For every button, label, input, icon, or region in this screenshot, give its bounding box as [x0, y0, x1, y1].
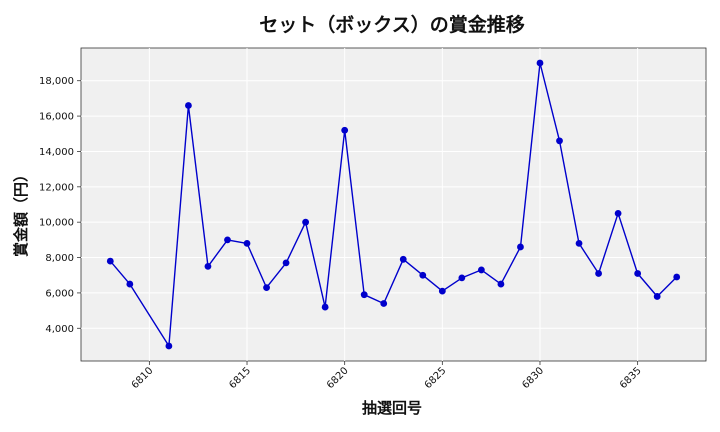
y-tick-label: 12,000 — [39, 182, 74, 193]
data-point — [360, 291, 368, 299]
data-point — [204, 262, 212, 270]
data-point — [126, 280, 134, 288]
y-tick-label: 8,000 — [45, 253, 74, 264]
data-point — [302, 218, 310, 226]
data-point — [341, 126, 349, 134]
data-point — [106, 257, 114, 265]
x-tick-label: 6820 — [325, 365, 351, 391]
y-tick-label: 14,000 — [39, 147, 74, 158]
data-point — [575, 240, 583, 247]
data-point — [556, 137, 563, 145]
y-tick-label: 6,000 — [45, 288, 74, 299]
data-point — [595, 270, 602, 277]
data-point — [477, 266, 485, 274]
data-point — [634, 270, 642, 277]
y-tick-label: 16,000 — [39, 112, 74, 123]
x-tick-label: 6810 — [130, 365, 156, 391]
y-axis-label: 賞金額（円） — [12, 167, 30, 257]
y-tick-label: 10,000 — [39, 218, 74, 229]
data-point — [673, 273, 681, 281]
x-tick-label: 6830 — [520, 365, 546, 391]
data-point — [399, 255, 407, 263]
data-point — [419, 271, 427, 279]
data-point — [282, 259, 290, 267]
x-tick-label: 6825 — [423, 365, 449, 391]
data-point — [536, 59, 544, 67]
data-point — [243, 240, 251, 247]
x-axis-label: 抽選回号 — [362, 399, 422, 417]
chart-title: セット（ボックス）の賞金推移 — [259, 13, 524, 36]
data-point — [517, 243, 524, 251]
data-point — [263, 284, 270, 292]
data-point — [614, 209, 622, 217]
data-point — [458, 274, 466, 282]
x-tick-label: 6815 — [227, 365, 253, 391]
data-point — [653, 293, 661, 300]
plot-area — [80, 47, 707, 362]
data-point — [380, 300, 388, 307]
series-layer — [106, 59, 681, 350]
data-point — [224, 236, 231, 244]
data-point — [321, 303, 329, 311]
y-tick-label: 18,000 — [39, 76, 74, 87]
data-point — [185, 102, 192, 109]
data-point — [497, 280, 505, 288]
data-point — [438, 287, 446, 295]
data-point — [165, 342, 173, 350]
y-tick-label: 4,000 — [45, 324, 74, 335]
x-tick-label: 6835 — [618, 365, 644, 391]
